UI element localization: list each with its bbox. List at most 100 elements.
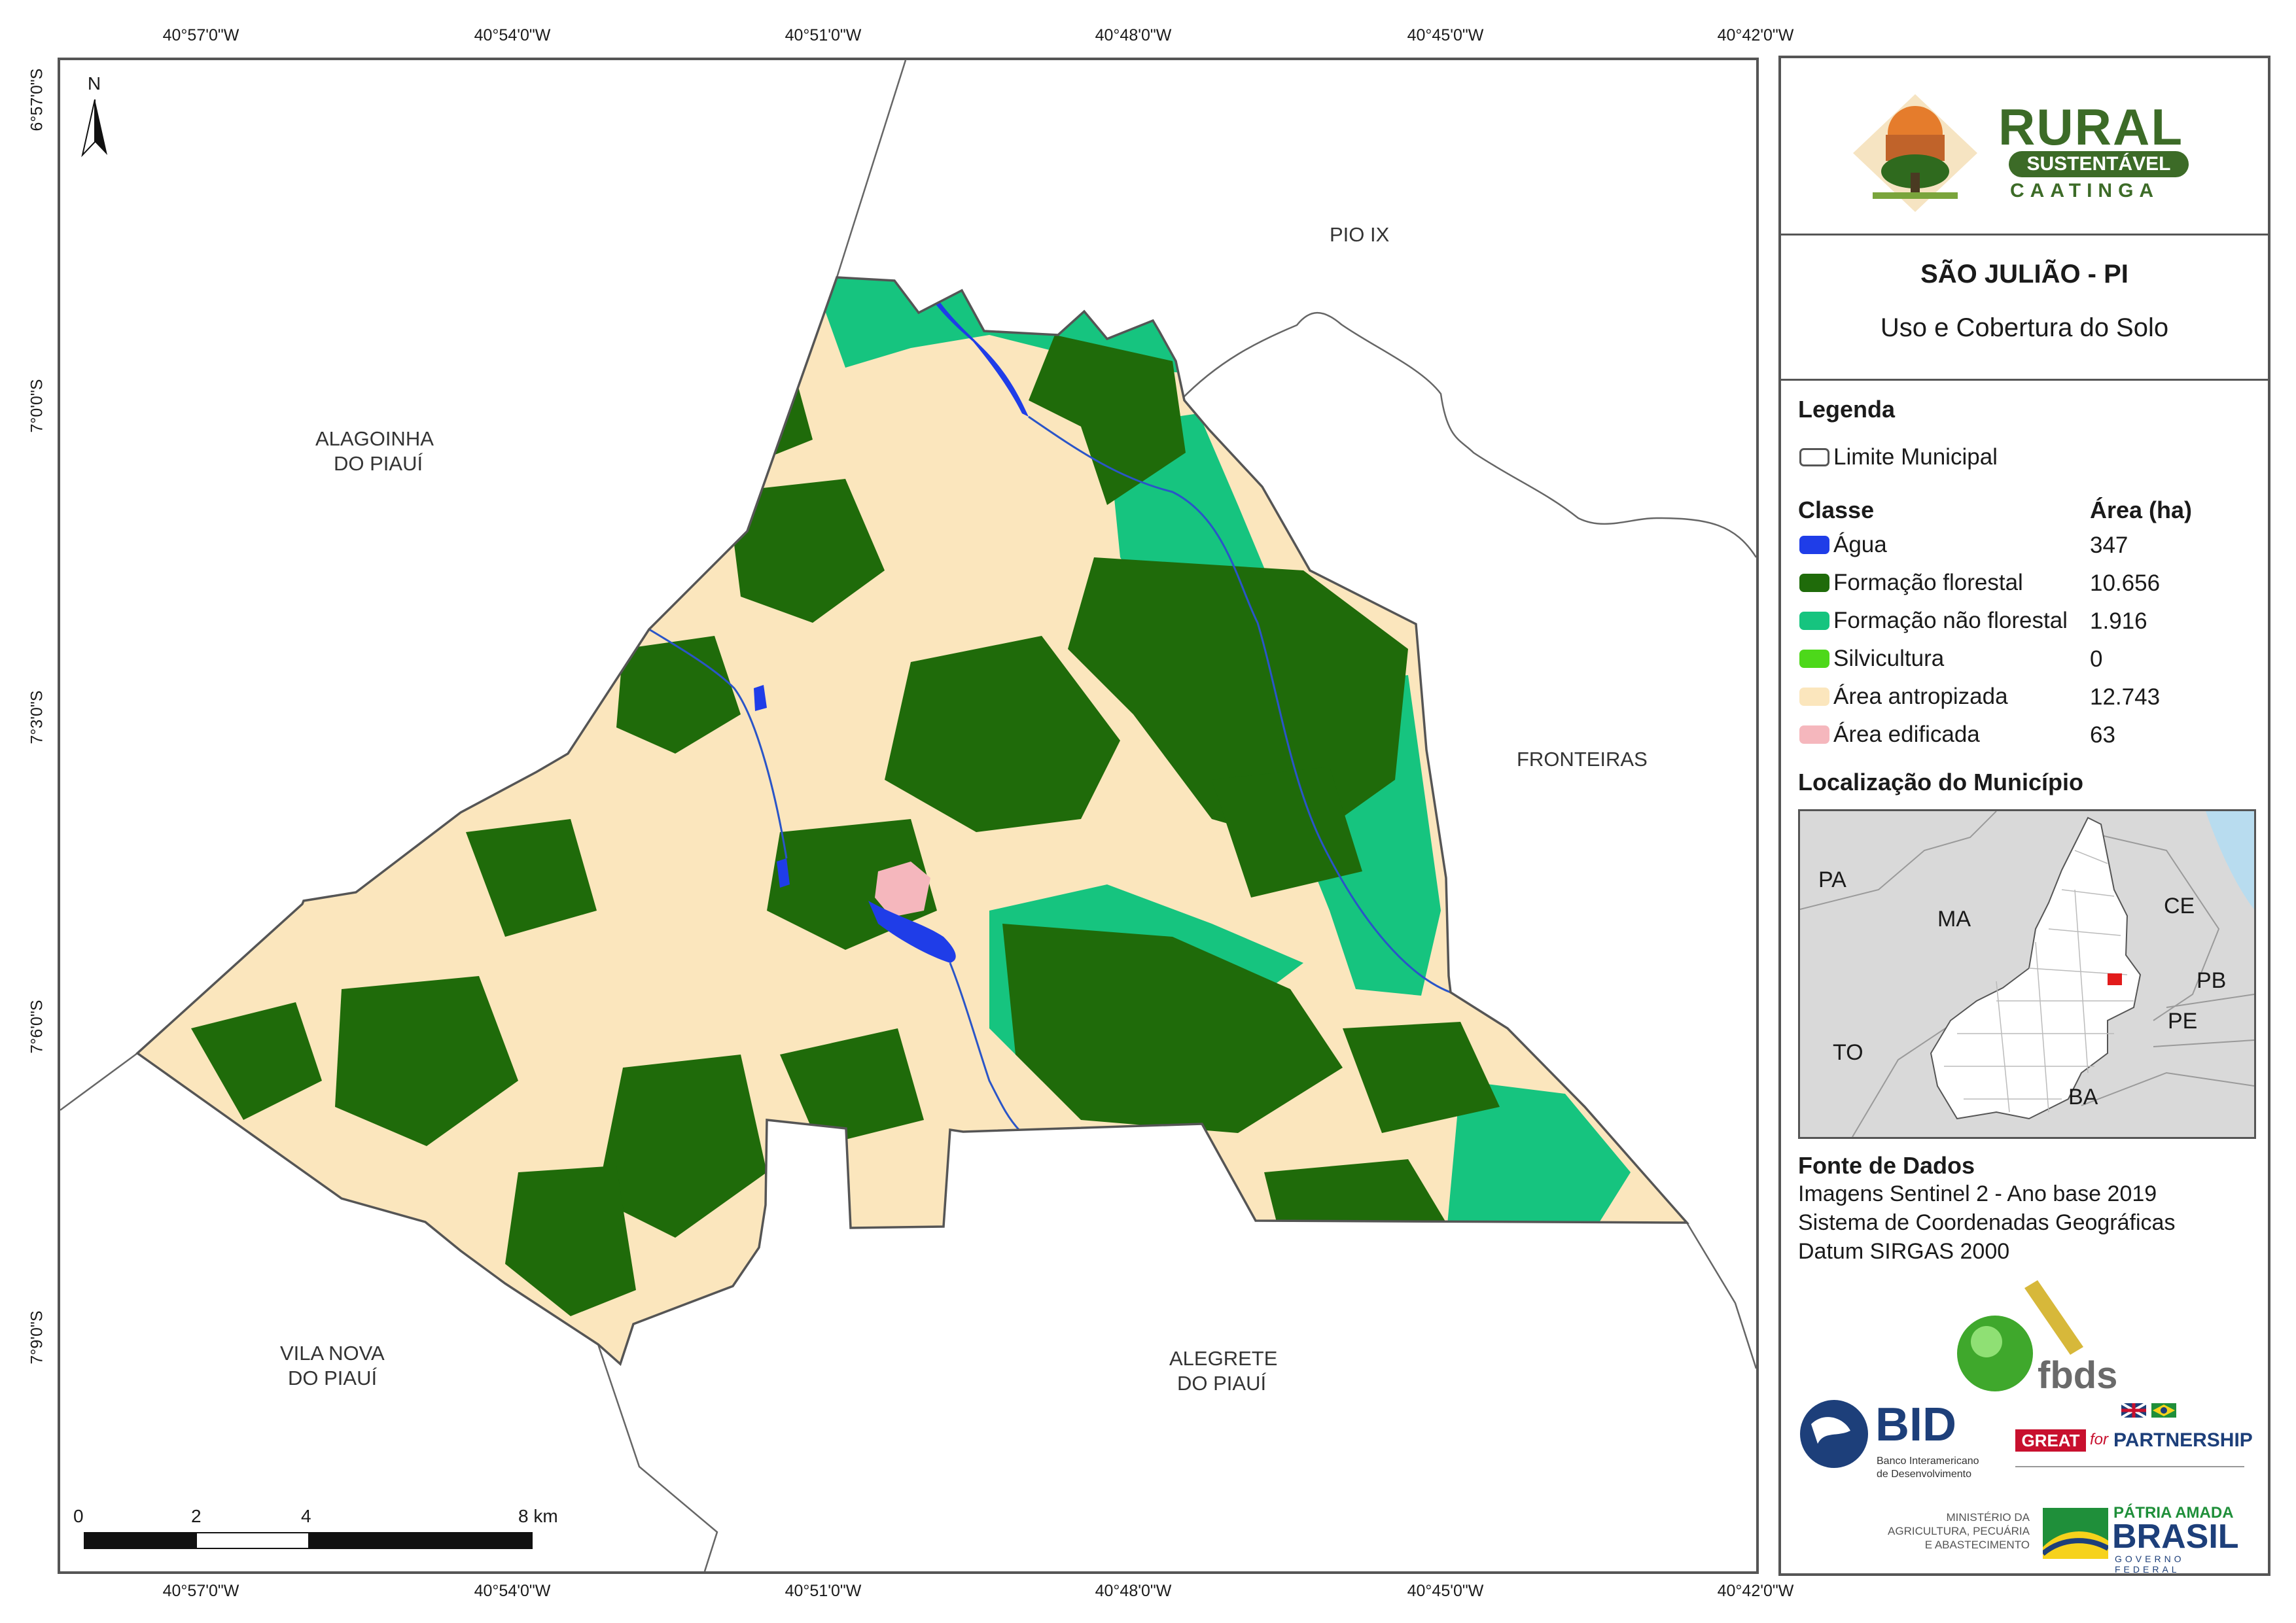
ministerio-line-3: E ABASTECIMENTO [1924, 1539, 2030, 1551]
formacao-nao-florestal-patch [1447, 1081, 1631, 1225]
legend-class-area: 0 [2090, 646, 2103, 672]
state-pa: PA [1818, 867, 1846, 892]
municipality-marker [2108, 973, 2122, 985]
land-cover-map[interactable] [60, 60, 1756, 1571]
place-fronteiras: FRONTEIRAS [1517, 748, 1648, 771]
map-frame[interactable]: N PIO IX ALAGOINHA DO PIAUÍ FRONTEIRAS V… [58, 58, 1759, 1574]
coord-left-1: 6°57'0"S [27, 68, 46, 131]
state-pb: PB [2197, 968, 2227, 993]
formacao-florestal-patch [466, 819, 597, 937]
river-line [949, 962, 1023, 1134]
map-subtitle: Uso e Cobertura do Solo [1880, 313, 2169, 342]
state-ba: BA [2068, 1085, 2098, 1109]
rural-sustentavel-logo: RURAL SUSTENTÁVEL CAATINGA [1781, 58, 2268, 235]
locator-heading: Localização do Município [1798, 769, 2084, 795]
formacao-florestal-swatch [1799, 574, 1829, 592]
locator-map[interactable]: PA MA CE PB PE TO BA [1798, 809, 2256, 1139]
limite-swatch [1799, 448, 1829, 466]
coord-bottom-6: 40°42'0"W [1717, 1582, 1794, 1600]
uk-brazil-flags-icon [2121, 1403, 2176, 1418]
formacao-florestal-patch [1264, 1159, 1447, 1225]
coord-left-2: 7°0'0"S [27, 379, 46, 433]
legend-class-label: Formação florestal [1833, 570, 2023, 595]
north-label: N [87, 73, 101, 94]
formacao-florestal-patch [885, 636, 1120, 832]
legend-class-label: Água [1833, 532, 1887, 557]
formacao-florestal-patch [335, 976, 518, 1146]
legend-class-area: 347 [2090, 532, 2128, 558]
brasil-flag-icon [2043, 1508, 2108, 1559]
coord-top-2: 40°54'0"W [474, 26, 551, 44]
ministerio-line-1: MINISTÉRIO DA [1946, 1511, 2030, 1524]
north-arrow-icon [81, 99, 107, 158]
silvicultura-swatch [1799, 650, 1829, 668]
scale-label-2: 2 [191, 1506, 202, 1526]
formacao-florestal-patch [505, 1166, 636, 1316]
state-pe: PE [2168, 1009, 2198, 1034]
agua-swatch [1799, 536, 1829, 554]
coord-top-6: 40°42'0"W [1717, 26, 1794, 44]
coord-left-5: 7°9'0"S [27, 1310, 46, 1365]
formacao-florestal-patch [1212, 767, 1362, 898]
legend-heading: Legenda [1798, 396, 1896, 423]
formacao-florestal-patch [191, 1002, 322, 1120]
fbds-sphere-icon [1957, 1280, 2083, 1391]
for-text: for [2090, 1431, 2109, 1448]
place-vila-nova-line1: VILA NOVA [280, 1342, 385, 1365]
place-alagoinha-line2: DO PIAUÍ [334, 452, 423, 475]
area-edificada-patch [875, 862, 930, 917]
legend-class-area: 10.656 [2090, 570, 2161, 596]
place-alegrete-line2: DO PIAUÍ [1177, 1372, 1267, 1395]
coord-top-3: 40°51'0"W [785, 26, 862, 44]
agua-pond [777, 858, 790, 888]
sources-heading: Fonte de Dados [1798, 1152, 1975, 1179]
logo-rural: RURAL [1998, 98, 2183, 156]
river-line [1028, 415, 1451, 994]
legend-class-area: 1.916 [2090, 608, 2147, 634]
fbds-logo: fbds [1933, 1275, 2129, 1406]
legend-class-area: 63 [2090, 722, 2115, 748]
state-ma: MA [1937, 907, 1971, 932]
place-alegrete-line1: ALEGRETE [1169, 1347, 1278, 1370]
coord-top-5: 40°45'0"W [1407, 26, 1484, 44]
logo-caatinga: CAATINGA [2010, 180, 2160, 201]
legend-class-row: Água [1799, 531, 1887, 559]
formacao-florestal-patch [616, 636, 741, 754]
legend-class-row: Formação florestal [1799, 568, 2023, 597]
source-line: Datum SIRGAS 2000 [1798, 1239, 2010, 1264]
patria-amada-brasil-logo: PÁTRIA AMADA BRASIL GOVERNO FEDERAL [2043, 1504, 2239, 1575]
scale-label-8km: 8 km [518, 1506, 558, 1526]
state-to: TO [1833, 1040, 1863, 1065]
coord-bottom-3: 40°51'0"W [785, 1582, 862, 1600]
ministerio-line-2: AGRICULTURA, PECUÁRIA [1888, 1525, 2030, 1537]
legend-class-label: Área antropizada [1833, 684, 2008, 709]
agua-reservoir [917, 277, 1029, 417]
bid-text: BID [1875, 1399, 1956, 1451]
legend-limite-row: Limite Municipal [1799, 443, 1998, 472]
agua-pond [754, 685, 767, 711]
formacao-florestal-patch [728, 479, 885, 623]
legend-class-label: Formação não florestal [1833, 608, 2068, 633]
coord-left-4: 7°6'0"S [27, 1000, 46, 1054]
legend-class-label: Área edificada [1833, 722, 1980, 747]
bid-globe-icon [1800, 1400, 1868, 1468]
municipal-boundary [135, 276, 1689, 1367]
legend-class-area: 12.743 [2090, 684, 2161, 710]
legend-panel: RURAL SUSTENTÁVEL CAATINGA SÃO JULIÃO - … [1778, 56, 2270, 1576]
legend-class-header: Classe [1798, 497, 1875, 523]
place-alagoinha-line1: ALAGOINHA [315, 427, 434, 450]
great-partnership-logo: GREAT for PARTNERSHIP [2010, 1403, 2259, 1482]
formacao-florestal-patch [1029, 335, 1186, 505]
brasil-text: BRASIL [2112, 1518, 2239, 1556]
area-antropizada-swatch [1799, 688, 1829, 706]
river-line [648, 628, 788, 859]
formacao-florestal-patch [597, 1055, 767, 1238]
scale-label-0: 0 [73, 1506, 84, 1526]
partnership-rule [2015, 1466, 2244, 1467]
scale-bar [84, 1532, 533, 1549]
governo-federal-text: GOVERNO FEDERAL [2115, 1554, 2185, 1575]
coord-bottom-4: 40°48'0"W [1095, 1582, 1172, 1600]
great-text: GREAT [2015, 1429, 2086, 1452]
logo-sustentavel: SUSTENTÁVEL [2009, 151, 2189, 177]
formacao-nao-florestal-swatch [1799, 612, 1829, 630]
